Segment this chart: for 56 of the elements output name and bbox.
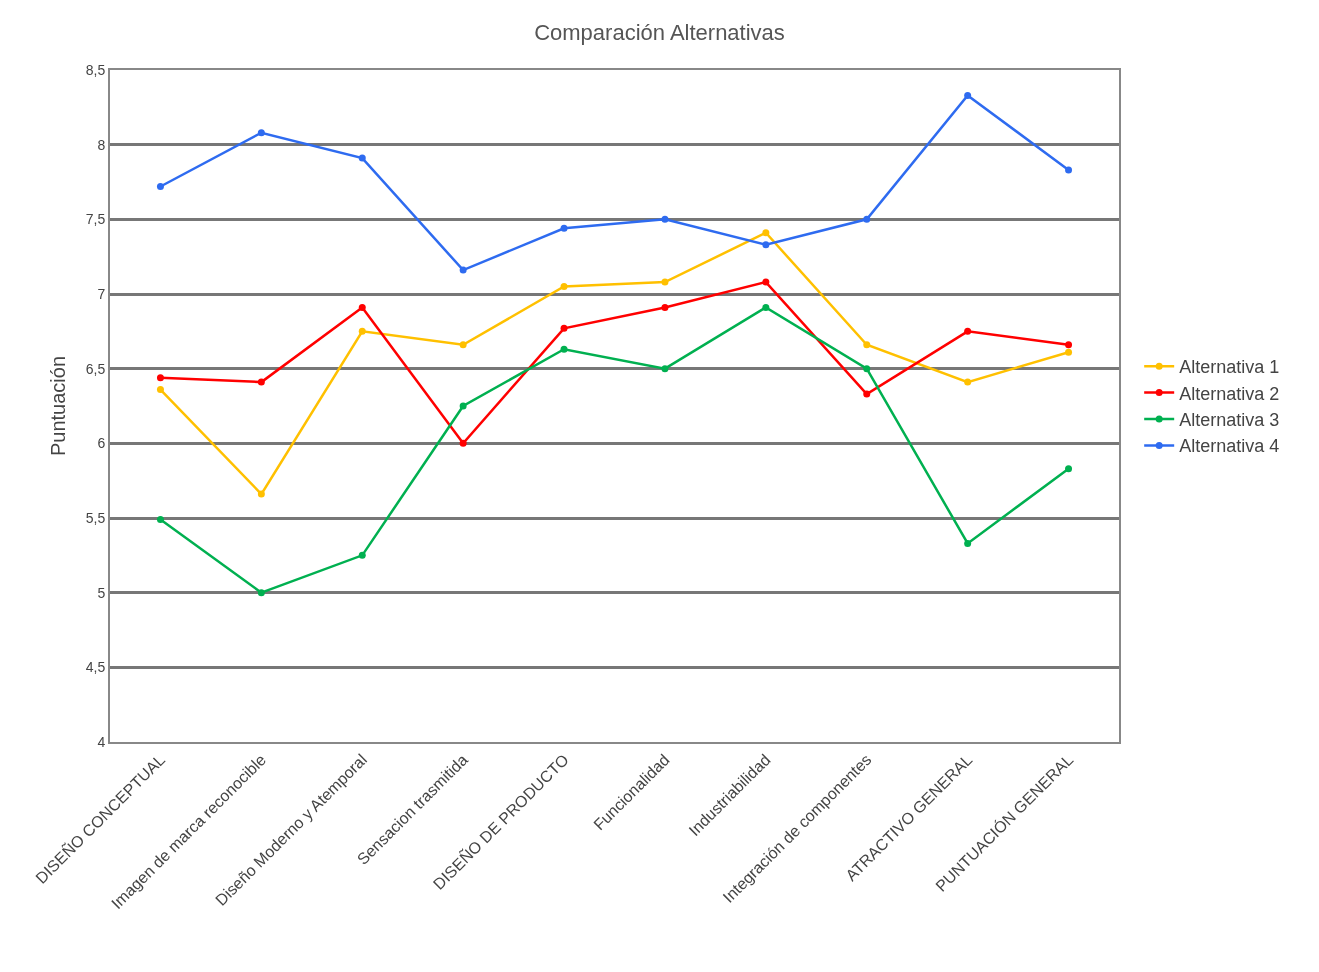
point (257, 378, 265, 386)
point (762, 229, 770, 237)
point (863, 341, 871, 349)
point (560, 224, 568, 232)
y-tick-label: 6,5 (85, 360, 106, 377)
point (459, 439, 467, 447)
point (257, 490, 265, 498)
point (358, 154, 366, 162)
point (156, 182, 164, 190)
point (964, 378, 972, 386)
legend-label: Alternativa 1 (1179, 357, 1280, 378)
y-tick-label: 7 (97, 285, 106, 302)
point (762, 303, 770, 311)
point (459, 266, 467, 274)
y-axis-title: Puntuación (46, 355, 69, 457)
point (863, 390, 871, 398)
y-tick-label: 4 (97, 733, 106, 750)
point (863, 215, 871, 223)
point (560, 283, 568, 291)
y-tick-label: 5 (97, 584, 106, 601)
point (964, 327, 972, 335)
legend-label: Alternativa 3 (1179, 410, 1280, 431)
legend-label: Alternativa 2 (1179, 383, 1280, 404)
y-tick-label: 8,5 (85, 61, 106, 78)
point (661, 278, 669, 286)
point (358, 303, 366, 311)
point (358, 327, 366, 335)
point (156, 386, 164, 394)
point (661, 365, 669, 373)
point (661, 303, 669, 311)
point (762, 278, 770, 286)
point (1065, 341, 1073, 349)
point (964, 91, 972, 99)
point (358, 551, 366, 559)
point (1065, 166, 1073, 174)
point (560, 345, 568, 353)
point (964, 539, 972, 547)
y-tick-label: 8 (97, 136, 106, 153)
legend-label: Alternativa 4 (1179, 436, 1280, 457)
point (762, 241, 770, 249)
point (1065, 465, 1073, 473)
point (257, 589, 265, 597)
point (459, 341, 467, 349)
point (257, 129, 265, 137)
point (459, 402, 467, 410)
point (156, 374, 164, 382)
y-tick-label: 6 (97, 435, 106, 452)
point (863, 365, 871, 373)
chart-title: Comparación Alternativas (534, 19, 785, 45)
point (661, 215, 669, 223)
y-tick-label: 5,5 (85, 509, 106, 526)
y-tick-label: 4,5 (85, 659, 106, 676)
point (560, 324, 568, 332)
point (156, 515, 164, 523)
point (1065, 348, 1073, 356)
y-tick-label: 7,5 (85, 211, 106, 228)
